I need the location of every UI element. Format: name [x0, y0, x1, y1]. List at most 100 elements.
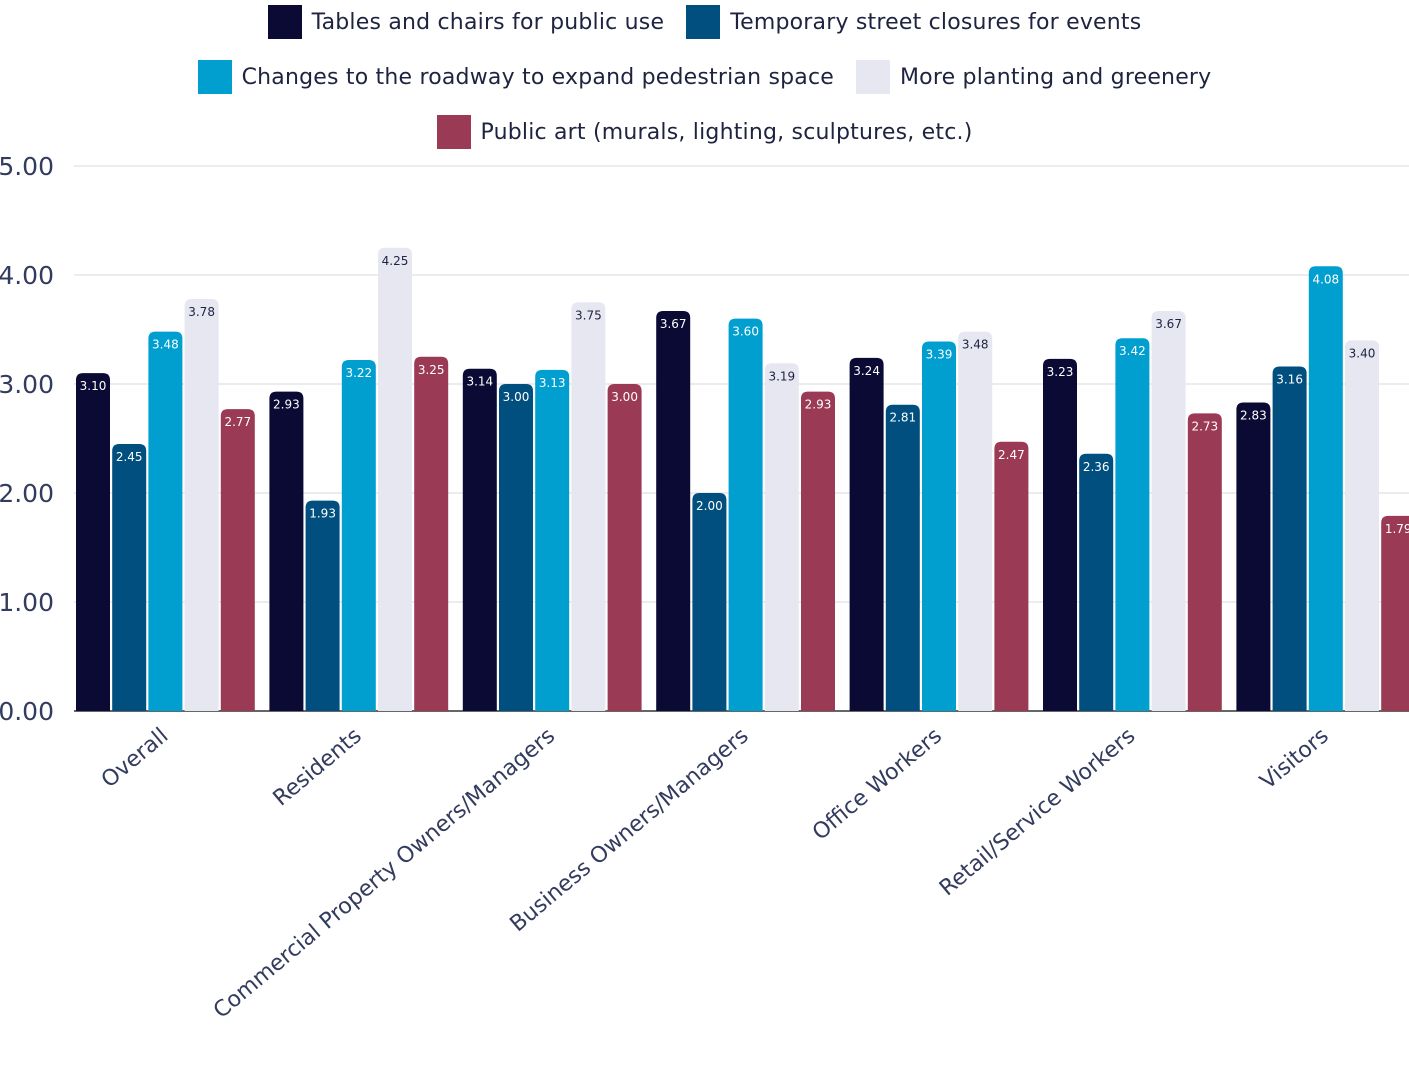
bar — [535, 369, 570, 711]
bar — [112, 443, 147, 711]
bar-value-label: 3.48 — [962, 338, 989, 352]
legend-item-planting-greenery: More planting and greenery — [856, 60, 1211, 94]
bar — [1272, 366, 1307, 711]
bar-value-label: 3.16 — [1276, 373, 1303, 387]
bar — [1345, 340, 1379, 711]
bar — [269, 391, 304, 711]
bar-value-label: 2.45 — [116, 450, 143, 464]
x-tick-label: Retail/Service Workers — [935, 723, 1140, 901]
bar — [764, 363, 799, 711]
bar-value-label: 1.79 — [1385, 522, 1409, 536]
bar-value-label: 2.77 — [224, 415, 251, 429]
bar — [184, 298, 219, 711]
bar — [1236, 402, 1271, 711]
legend-swatch — [856, 60, 890, 94]
bar — [728, 318, 763, 711]
legend-label: Public art (murals, lighting, sculptures… — [480, 119, 973, 145]
legend-label: Tables and chairs for public use — [311, 9, 665, 35]
bar-value-label: 3.00 — [503, 390, 530, 404]
legend-item-roadway-changes: Changes to the roadway to expand pedestr… — [197, 60, 834, 94]
bar-value-label: 3.48 — [152, 338, 179, 352]
bar — [922, 341, 956, 711]
bar-value-label: 3.19 — [768, 369, 795, 383]
bar — [76, 373, 110, 711]
bar-value-label: 4.08 — [1312, 272, 1339, 286]
bar — [1043, 358, 1077, 711]
legend-label: More planting and greenery — [900, 64, 1212, 90]
bar — [305, 500, 340, 711]
x-tick-label: Residents — [269, 723, 367, 811]
x-tick-label: Overall — [97, 723, 173, 793]
bar — [414, 356, 449, 711]
legend-item-tables-chairs: Tables and chairs for public use — [267, 5, 665, 39]
bar — [1308, 266, 1343, 711]
bar-value-label: 2.36 — [1083, 460, 1110, 474]
bar — [1187, 413, 1222, 711]
legend-row: Tables and chairs for public use Tempora… — [0, 2, 1409, 42]
bar — [1151, 310, 1186, 711]
bar — [341, 360, 376, 711]
legend-row: Changes to the roadway to expand pedestr… — [0, 57, 1409, 97]
bar — [148, 331, 183, 711]
legend-label: Temporary street closures for events — [730, 9, 1142, 35]
bar-value-label: 3.39 — [926, 347, 953, 361]
bar-value-label: 3.25 — [418, 363, 445, 377]
bar-value-label: 4.25 — [382, 254, 409, 268]
bar — [1079, 453, 1114, 711]
bar-value-label: 2.00 — [696, 499, 723, 513]
y-tick-label: 1.00 — [0, 588, 54, 617]
bar-value-label: 2.81 — [889, 411, 916, 425]
bar-value-label: 3.78 — [188, 305, 215, 319]
bar — [692, 493, 727, 711]
legend-swatch — [686, 5, 721, 39]
legend-swatch — [197, 60, 232, 94]
bar-value-label: 3.22 — [345, 366, 372, 380]
bar-value-label: 3.75 — [575, 308, 602, 322]
bar-value-label: 3.67 — [660, 317, 687, 331]
bar — [1115, 338, 1150, 711]
bar — [378, 247, 412, 711]
bar — [571, 302, 606, 711]
bar — [801, 391, 835, 711]
bar-value-label: 3.40 — [1349, 346, 1376, 360]
bar-value-label: 2.83 — [1240, 409, 1267, 423]
bar — [220, 409, 255, 711]
bar-value-label: 3.23 — [1047, 365, 1074, 379]
legend-label: Changes to the roadway to expand pedestr… — [241, 64, 834, 90]
bar-value-label: 3.24 — [853, 364, 880, 378]
bar — [849, 357, 884, 711]
bar-value-label: 2.93 — [805, 398, 832, 412]
legend-swatch — [436, 115, 471, 149]
bar — [462, 368, 497, 711]
bar — [885, 404, 920, 711]
bar-value-label: 2.93 — [273, 398, 300, 412]
bar — [1381, 515, 1409, 711]
y-tick-label: 0.00 — [0, 697, 54, 726]
bar-value-label: 3.00 — [611, 390, 638, 404]
legend-row: Public art (murals, lighting, sculptures… — [0, 112, 1409, 152]
bar — [607, 384, 642, 711]
y-tick-label: 5.00 — [0, 152, 54, 181]
bar-value-label: 3.13 — [539, 376, 566, 390]
bar-value-label: 3.60 — [732, 325, 759, 339]
x-tick-label: Commercial Property Owners/Managers — [209, 723, 560, 1023]
y-tick-label: 3.00 — [0, 370, 54, 399]
bar-value-label: 2.73 — [1191, 419, 1218, 433]
bar-value-label: 1.93 — [309, 507, 336, 521]
x-tick-label: Visitors — [1256, 723, 1334, 794]
x-tick-label: Office Workers — [808, 723, 947, 845]
legend-item-street-closures: Temporary street closures for events — [686, 5, 1141, 39]
bar — [656, 310, 691, 711]
bar-value-label: 3.14 — [466, 375, 493, 389]
bar-value-label: 3.10 — [80, 379, 107, 393]
bar — [499, 384, 533, 711]
bar — [994, 441, 1029, 711]
y-tick-label: 2.00 — [0, 479, 54, 508]
legend-item-public-art: Public art (murals, lighting, sculptures… — [436, 115, 973, 149]
bar — [958, 331, 993, 711]
bar-value-label: 2.47 — [998, 448, 1025, 462]
bar-value-label: 3.42 — [1119, 344, 1146, 358]
legend-swatch — [267, 5, 302, 39]
bar-value-label: 3.67 — [1155, 317, 1182, 331]
